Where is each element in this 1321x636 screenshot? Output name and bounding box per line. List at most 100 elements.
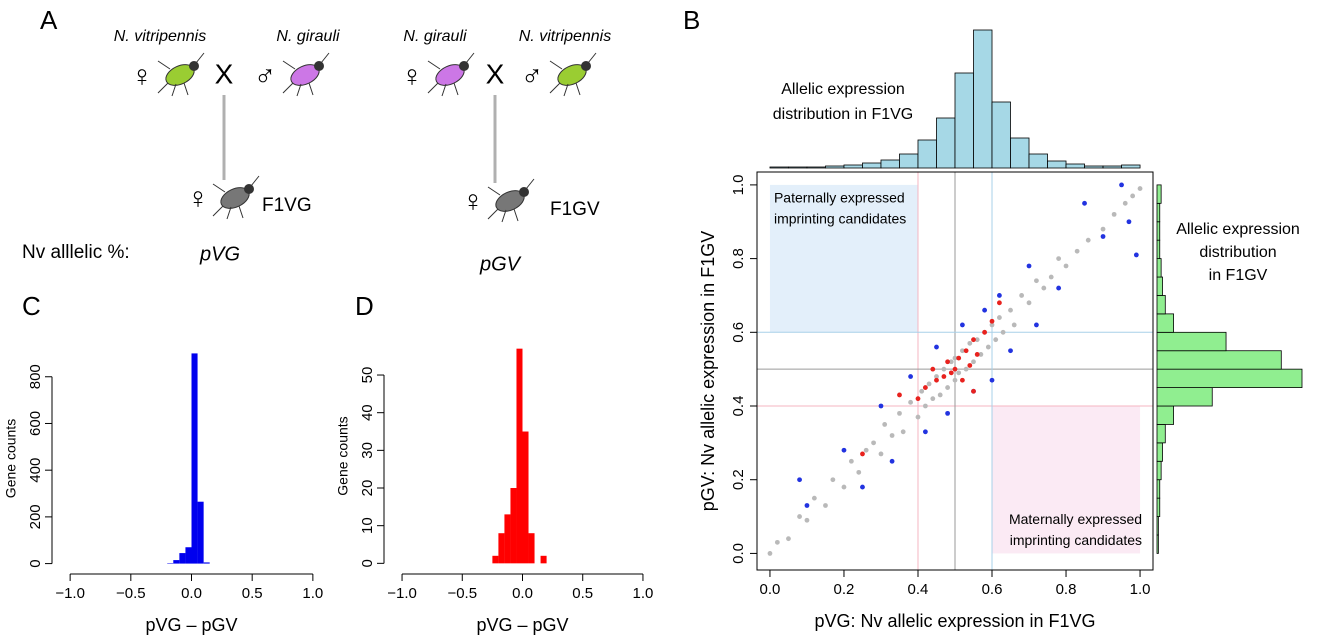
point	[922, 429, 928, 435]
histogram-bar	[1156, 221, 1161, 241]
sex-symbol: ♀	[401, 60, 424, 93]
point	[952, 377, 958, 383]
sex-symbol: ♀	[187, 182, 210, 215]
x-tick-label: −1.0	[387, 585, 417, 602]
point	[1074, 248, 1080, 254]
point	[774, 539, 780, 545]
y-tick-label: 800	[27, 364, 44, 389]
point	[897, 410, 902, 416]
x-tick-label: 1.0	[302, 585, 323, 602]
histogram-bar	[1156, 497, 1161, 517]
point	[1082, 200, 1087, 206]
region	[769, 184, 918, 333]
point	[963, 348, 969, 354]
point	[889, 458, 895, 464]
point	[797, 514, 802, 519]
offspring-label: F1VG	[262, 195, 312, 216]
region-label: Maternally expressed	[1009, 511, 1142, 527]
panel-label: A	[40, 5, 58, 35]
point	[871, 440, 876, 446]
region-label: imprinting candidates	[1010, 532, 1142, 548]
point	[897, 392, 902, 398]
y-tick-label: 1.0	[730, 174, 747, 195]
y-tick-label: 10	[359, 517, 376, 534]
point	[848, 458, 854, 464]
sex-symbol: ♂	[521, 60, 544, 93]
point	[956, 355, 962, 361]
y-tick-label: 0.2	[730, 469, 747, 490]
x-tick-label: 0.2	[834, 581, 855, 598]
point	[945, 385, 950, 390]
histogram-bar	[1010, 137, 1030, 169]
point	[919, 388, 925, 394]
x-tick-label: 0.4	[908, 581, 929, 598]
histogram-bar	[522, 431, 529, 564]
point	[948, 370, 954, 376]
point	[882, 422, 888, 427]
cross: X	[486, 58, 505, 89]
wasp	[427, 52, 475, 97]
y-tick-label: 50	[359, 367, 376, 384]
histogram-bar	[1156, 202, 1161, 223]
histogram-bar	[1156, 258, 1162, 278]
histogram-annotation: Allelic expression	[781, 81, 905, 98]
x-tick-label: 0.0	[512, 585, 533, 602]
y-tick-label: 30	[359, 442, 376, 459]
sex-symbol: ♀	[131, 60, 154, 93]
point	[971, 359, 976, 365]
sex-symbol: ♂	[254, 60, 277, 93]
region-label: imprinting candidates	[774, 211, 906, 227]
y-tick-label: 0.8	[730, 248, 747, 269]
point	[1011, 322, 1017, 328]
y-tick-label: 0	[359, 559, 376, 567]
point	[797, 477, 802, 483]
histogram-bar	[1156, 313, 1174, 333]
sex-symbol: ♀	[462, 185, 485, 218]
point	[1130, 193, 1136, 199]
point	[841, 484, 847, 490]
y-axis-label: Gene counts	[3, 419, 19, 498]
point	[997, 315, 1002, 320]
histogram-bar	[825, 165, 845, 169]
offspring-label: F1GV	[550, 199, 600, 220]
point	[1137, 186, 1143, 191]
species-label: N. girauli	[403, 28, 467, 45]
histogram-bar	[1028, 153, 1048, 169]
panel-label: B	[683, 5, 700, 35]
histogram-bar	[1156, 405, 1174, 425]
point	[989, 322, 995, 328]
point	[967, 340, 973, 346]
histogram-bar	[1102, 165, 1122, 169]
y-tick-label: 0.0	[730, 543, 747, 564]
y-tick-label: 0	[27, 559, 44, 567]
histogram-bar	[973, 29, 993, 169]
point	[811, 495, 817, 501]
point	[956, 370, 962, 376]
point	[930, 366, 936, 372]
point	[1056, 285, 1062, 291]
proportion-label: pGV	[479, 253, 522, 275]
y-tick-label: 40	[359, 404, 376, 421]
histogram-bar	[179, 553, 186, 564]
point	[948, 359, 954, 365]
y-tick-label: 0.6	[730, 322, 747, 343]
point	[1100, 226, 1106, 232]
point	[1119, 182, 1124, 188]
point	[1026, 263, 1032, 269]
point	[1008, 348, 1013, 354]
histogram-bar	[769, 166, 789, 169]
histogram-bar	[173, 560, 180, 564]
histogram-bar	[191, 353, 198, 564]
wasp	[157, 52, 205, 97]
histogram-bar	[899, 153, 919, 169]
histogram-bar	[806, 166, 826, 169]
point	[922, 403, 928, 409]
point	[952, 366, 958, 372]
point	[967, 363, 973, 368]
histogram-bar	[203, 562, 210, 564]
point	[1122, 200, 1128, 206]
x-axis-label: pVG: Nv allelic expression in F1VG	[814, 611, 1095, 631]
x-tick-label: 0.8	[1056, 581, 1077, 598]
histogram-bar	[1156, 239, 1161, 260]
histogram-bar	[1156, 350, 1282, 370]
